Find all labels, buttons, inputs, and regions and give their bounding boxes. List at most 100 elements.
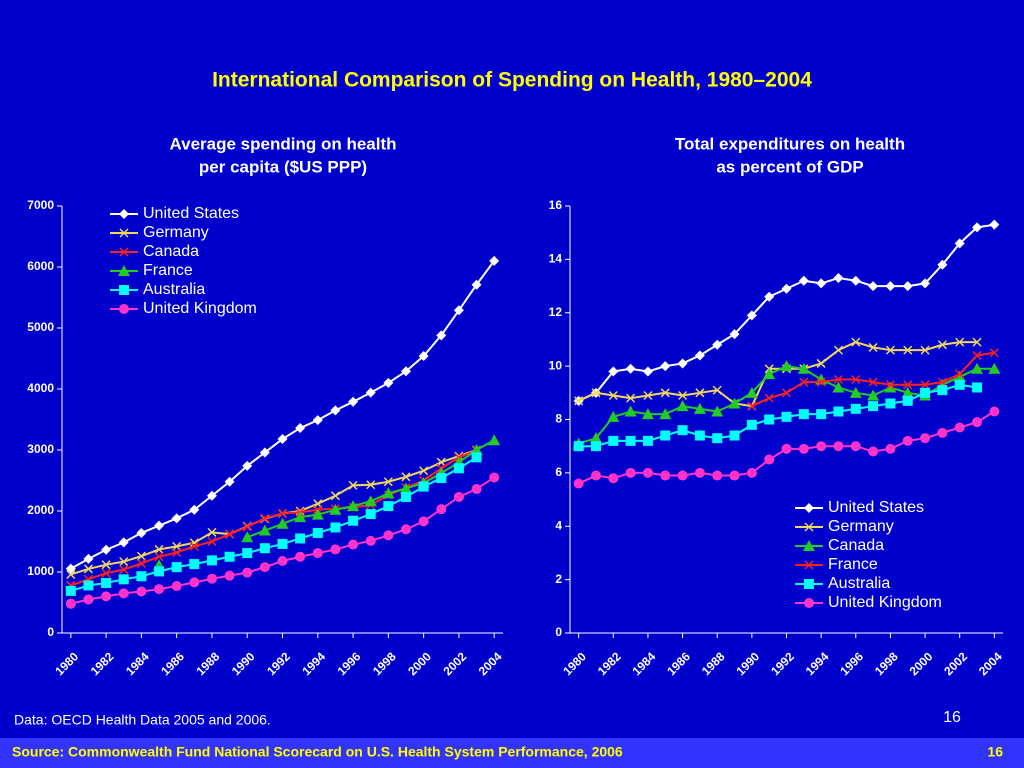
marker xyxy=(348,480,358,490)
marker xyxy=(241,531,254,543)
marker xyxy=(920,278,931,289)
y-tick-label: 16 xyxy=(549,198,563,212)
marker xyxy=(573,441,584,452)
marker xyxy=(885,443,896,454)
marker xyxy=(851,374,861,384)
marker xyxy=(453,463,464,474)
marker xyxy=(797,362,810,374)
marker xyxy=(937,340,947,350)
marker xyxy=(119,228,129,238)
marker xyxy=(189,577,200,588)
marker xyxy=(920,387,931,398)
marker xyxy=(971,362,984,374)
marker xyxy=(851,337,861,347)
marker xyxy=(66,569,76,579)
marker xyxy=(348,539,359,550)
legend-label: Australia xyxy=(143,281,205,298)
marker xyxy=(868,281,879,292)
marker xyxy=(954,422,965,433)
marker xyxy=(660,430,671,441)
marker xyxy=(781,443,792,454)
marker xyxy=(608,473,619,484)
marker xyxy=(276,517,289,529)
marker xyxy=(365,535,376,546)
marker xyxy=(920,345,930,355)
marker xyxy=(625,435,636,446)
marker xyxy=(399,482,412,494)
marker xyxy=(206,573,217,584)
marker xyxy=(816,377,826,387)
marker xyxy=(764,454,775,465)
marker xyxy=(677,358,688,369)
marker xyxy=(660,388,670,398)
marker xyxy=(207,536,217,547)
marker xyxy=(489,255,500,266)
marker xyxy=(712,385,722,395)
marker xyxy=(436,504,447,515)
marker xyxy=(189,541,199,551)
marker xyxy=(868,401,879,412)
footer-bar xyxy=(0,738,1024,768)
marker xyxy=(833,441,844,452)
marker xyxy=(955,337,965,347)
marker xyxy=(693,402,706,414)
marker xyxy=(729,430,740,441)
marker xyxy=(119,285,129,295)
marker xyxy=(418,351,429,362)
marker xyxy=(365,509,376,520)
marker xyxy=(989,406,1000,417)
marker xyxy=(242,460,253,471)
marker xyxy=(902,435,913,446)
y-tick-label: 12 xyxy=(549,305,563,319)
marker xyxy=(154,552,164,562)
y-tick-label: 4000 xyxy=(27,381,54,395)
marker xyxy=(804,598,814,608)
marker xyxy=(330,544,341,555)
marker xyxy=(383,377,394,388)
marker xyxy=(625,467,636,478)
marker xyxy=(436,330,447,341)
marker xyxy=(242,548,253,559)
marker xyxy=(804,503,814,513)
marker xyxy=(798,275,809,286)
marker xyxy=(678,390,688,401)
marker xyxy=(972,417,983,428)
marker xyxy=(712,433,723,444)
marker xyxy=(277,508,288,518)
marker xyxy=(418,481,429,492)
marker xyxy=(677,425,688,436)
y-tick-label: 6 xyxy=(555,465,562,479)
marker xyxy=(953,370,966,382)
marker xyxy=(101,591,112,602)
marker xyxy=(954,238,965,249)
marker xyxy=(833,345,843,355)
marker xyxy=(83,580,94,591)
marker xyxy=(172,547,182,558)
marker xyxy=(383,501,394,512)
marker xyxy=(590,441,601,452)
series-line xyxy=(578,341,978,408)
marker xyxy=(418,516,429,527)
marker xyxy=(764,291,775,302)
marker xyxy=(277,538,288,549)
marker xyxy=(154,584,165,595)
marker xyxy=(383,530,394,541)
note: Data: OECD Health Data 2005 and 2006. xyxy=(14,712,271,728)
marker xyxy=(659,408,672,420)
marker xyxy=(401,472,411,482)
y-tick-label: 4 xyxy=(555,518,562,532)
marker xyxy=(330,522,341,533)
legend-label: France xyxy=(828,556,878,573)
marker xyxy=(119,565,129,575)
marker xyxy=(937,427,948,438)
chart-title: Average spending on health xyxy=(169,134,396,153)
marker xyxy=(101,577,112,588)
marker xyxy=(711,405,724,417)
y-tick-label: 5000 xyxy=(27,320,54,334)
marker xyxy=(989,219,1000,230)
marker xyxy=(920,380,930,390)
marker xyxy=(937,377,947,387)
marker xyxy=(224,570,235,581)
